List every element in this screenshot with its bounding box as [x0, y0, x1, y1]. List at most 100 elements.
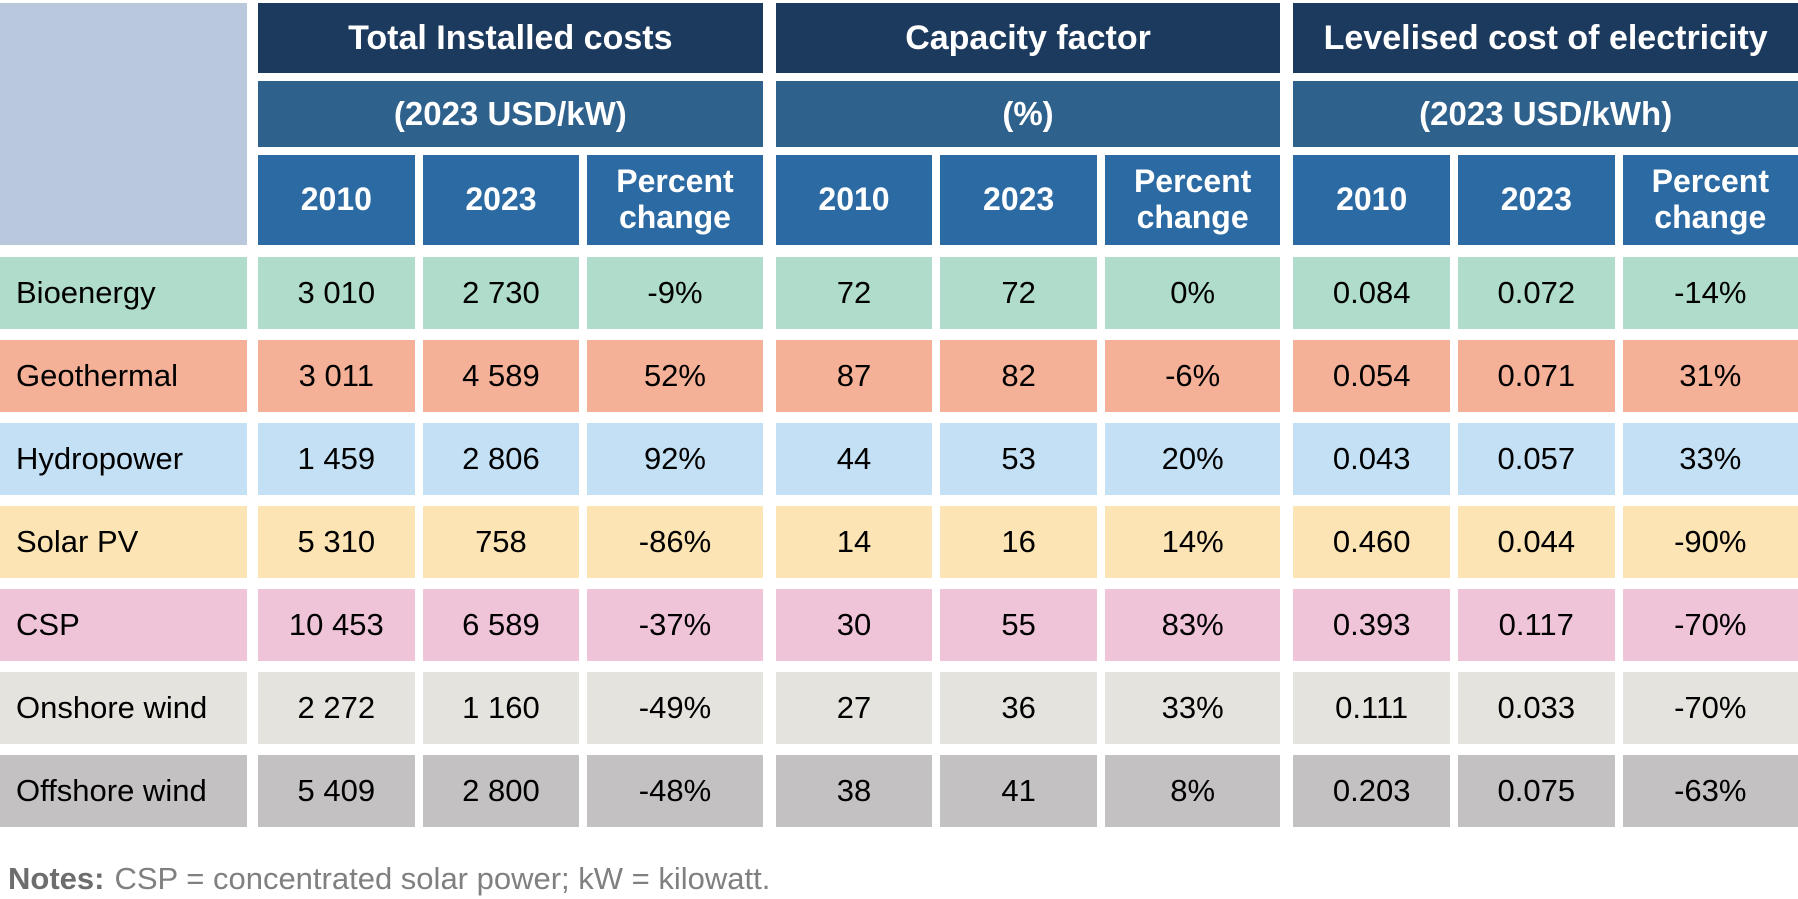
row-section-lcoe: 0.203 0.075 -63% — [1293, 755, 1798, 827]
row-section-cf: 87 82 -6% — [775, 340, 1281, 412]
value-cell: 87 — [775, 340, 933, 412]
value-cell: 5 310 — [258, 506, 415, 578]
value-cell: 0.393 — [1293, 589, 1450, 661]
row-label: Offshore wind — [0, 755, 247, 827]
row-section-tic: 2 272 1 160 -49% — [258, 672, 763, 744]
value-cell: 0.057 — [1457, 423, 1615, 495]
value-cell: 92% — [587, 423, 763, 495]
row-section-tic: 1 459 2 806 92% — [258, 423, 763, 495]
value-cell: 83% — [1104, 589, 1281, 661]
table-row-solar-pv: Solar PV 5 310 758 -86% 14 16 14% 0.460 … — [0, 506, 1798, 578]
col-header-2023: 2023 — [422, 155, 580, 245]
value-cell: 2 800 — [422, 755, 580, 827]
row-label: Bioenergy — [0, 257, 247, 329]
row-section-cf: 72 72 0% — [775, 257, 1281, 329]
row-section-cf: 27 36 33% — [775, 672, 1281, 744]
value-cell: 0.044 — [1457, 506, 1615, 578]
col-header-2010: 2010 — [258, 155, 415, 245]
col-header-2010: 2010 — [775, 155, 933, 245]
value-cell: 0.033 — [1457, 672, 1615, 744]
value-cell: 0% — [1104, 257, 1281, 329]
value-cell: 3 011 — [258, 340, 415, 412]
value-cell: 0.054 — [1293, 340, 1450, 412]
value-cell: 2 806 — [422, 423, 580, 495]
corner-header-block — [0, 3, 247, 245]
table-row-onshore-wind: Onshore wind 2 272 1 160 -49% 27 36 33% … — [0, 672, 1798, 744]
row-label: Solar PV — [0, 506, 247, 578]
value-cell: -9% — [587, 257, 763, 329]
value-cell: 1 459 — [258, 423, 415, 495]
value-cell: 20% — [1104, 423, 1281, 495]
row-section-tic: 3 011 4 589 52% — [258, 340, 763, 412]
value-cell: 2 272 — [258, 672, 415, 744]
value-cell: 0.043 — [1293, 423, 1450, 495]
value-cell: -70% — [1622, 589, 1798, 661]
col-header-2010: 2010 — [1293, 155, 1450, 245]
row-section-tic: 3 010 2 730 -9% — [258, 257, 763, 329]
value-cell: 44 — [775, 423, 933, 495]
value-cell: -90% — [1622, 506, 1798, 578]
row-section-tic: 10 453 6 589 -37% — [258, 589, 763, 661]
value-cell: 33% — [1104, 672, 1281, 744]
group-header-lcoe: Levelised cost of electricity — [1293, 3, 1798, 73]
table-row-hydropower: Hydropower 1 459 2 806 92% 44 53 20% 0.0… — [0, 423, 1798, 495]
value-cell: 72 — [940, 257, 1097, 329]
value-cell: 758 — [422, 506, 580, 578]
value-cell: 30 — [775, 589, 933, 661]
value-cell: -48% — [587, 755, 763, 827]
value-cell: 3 010 — [258, 257, 415, 329]
sub-header-row: 2010 2023 Percent change 2010 2023 Perce… — [0, 155, 1798, 245]
notes-label: Notes: — [8, 861, 105, 896]
value-cell: 0.203 — [1293, 755, 1450, 827]
value-cell: -70% — [1622, 672, 1798, 744]
table-row-bioenergy: Bioenergy 3 010 2 730 -9% 72 72 0% 0.084… — [0, 257, 1798, 329]
notes-text: CSP = concentrated solar power; kW = kil… — [114, 861, 771, 896]
row-section-cf: 14 16 14% — [775, 506, 1281, 578]
row-section-lcoe: 0.043 0.057 33% — [1293, 423, 1798, 495]
value-cell: 53 — [940, 423, 1097, 495]
value-cell: 55 — [940, 589, 1097, 661]
row-section-lcoe: 0.393 0.117 -70% — [1293, 589, 1798, 661]
row-section-lcoe: 0.111 0.033 -70% — [1293, 672, 1798, 744]
value-cell: -86% — [587, 506, 763, 578]
sub-headers-lcoe: 2010 2023 Percent change — [1293, 155, 1798, 245]
table-row-geothermal: Geothermal 3 011 4 589 52% 87 82 -6% 0.0… — [0, 340, 1798, 412]
value-cell: 36 — [940, 672, 1097, 744]
value-cell: 4 589 — [422, 340, 580, 412]
table-row-csp: CSP 10 453 6 589 -37% 30 55 83% 0.393 0.… — [0, 589, 1798, 661]
value-cell: 2 730 — [422, 257, 580, 329]
col-header-percent-change: Percent change — [1622, 155, 1798, 245]
value-cell: -49% — [587, 672, 763, 744]
row-label: Onshore wind — [0, 672, 247, 744]
col-header-2023: 2023 — [1457, 155, 1615, 245]
col-header-percent-change: Percent change — [587, 155, 763, 245]
value-cell: 0.460 — [1293, 506, 1450, 578]
value-cell: 0.075 — [1457, 755, 1615, 827]
row-section-cf: 38 41 8% — [775, 755, 1281, 827]
row-section-lcoe: 0.054 0.071 31% — [1293, 340, 1798, 412]
value-cell: 33% — [1622, 423, 1798, 495]
row-section-lcoe: 0.460 0.044 -90% — [1293, 506, 1798, 578]
row-label: Geothermal — [0, 340, 247, 412]
row-label: Hydropower — [0, 423, 247, 495]
value-cell: 52% — [587, 340, 763, 412]
notes: Notes: CSP = concentrated solar power; kW… — [0, 861, 1798, 897]
value-cell: 14 — [775, 506, 933, 578]
unit-header-usd-kw: (2023 USD/kW) — [258, 81, 763, 147]
group-header-capacity-factor: Capacity factor — [775, 3, 1281, 73]
row-section-cf: 44 53 20% — [775, 423, 1281, 495]
value-cell: 10 453 — [258, 589, 415, 661]
value-cell: 8% — [1104, 755, 1281, 827]
sub-headers-cf: 2010 2023 Percent change — [775, 155, 1281, 245]
value-cell: 82 — [940, 340, 1097, 412]
value-cell: 27 — [775, 672, 933, 744]
group-header-row: Total Installed costs Capacity factor Le… — [0, 3, 1798, 73]
sub-headers-tic: 2010 2023 Percent change — [258, 155, 763, 245]
value-cell: 14% — [1104, 506, 1281, 578]
value-cell: 0.071 — [1457, 340, 1615, 412]
row-section-lcoe: 0.084 0.072 -14% — [1293, 257, 1798, 329]
row-label: CSP — [0, 589, 247, 661]
group-header-total-installed-costs: Total Installed costs — [258, 3, 763, 73]
value-cell: 0.111 — [1293, 672, 1450, 744]
table-row-offshore-wind: Offshore wind 5 409 2 800 -48% 38 41 8% … — [0, 755, 1798, 827]
